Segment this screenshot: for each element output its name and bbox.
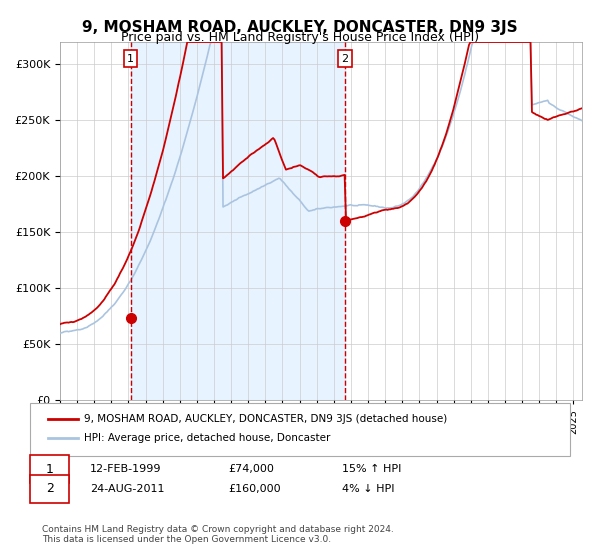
Text: Contains HM Land Registry data © Crown copyright and database right 2024.
This d: Contains HM Land Registry data © Crown c… bbox=[42, 525, 394, 544]
Bar bbox=[131, 42, 345, 400]
Text: Price paid vs. HM Land Registry's House Price Index (HPI): Price paid vs. HM Land Registry's House … bbox=[121, 31, 479, 44]
Text: 2: 2 bbox=[341, 54, 349, 64]
Text: 1: 1 bbox=[46, 463, 54, 476]
Text: £74,000: £74,000 bbox=[228, 464, 274, 474]
Text: £160,000: £160,000 bbox=[228, 484, 281, 494]
Text: 9, MOSHAM ROAD, AUCKLEY, DONCASTER, DN9 3JS: 9, MOSHAM ROAD, AUCKLEY, DONCASTER, DN9 … bbox=[82, 20, 518, 35]
Text: 1: 1 bbox=[127, 54, 134, 64]
Text: 12-FEB-1999: 12-FEB-1999 bbox=[90, 464, 161, 474]
Text: 15% ↑ HPI: 15% ↑ HPI bbox=[342, 464, 401, 474]
Text: HPI: Average price, detached house, Doncaster: HPI: Average price, detached house, Donc… bbox=[84, 433, 331, 443]
Text: 9, MOSHAM ROAD, AUCKLEY, DONCASTER, DN9 3JS (detached house): 9, MOSHAM ROAD, AUCKLEY, DONCASTER, DN9 … bbox=[84, 414, 447, 424]
Text: 2: 2 bbox=[46, 482, 54, 496]
Text: 24-AUG-2011: 24-AUG-2011 bbox=[90, 484, 164, 494]
Text: 4% ↓ HPI: 4% ↓ HPI bbox=[342, 484, 395, 494]
